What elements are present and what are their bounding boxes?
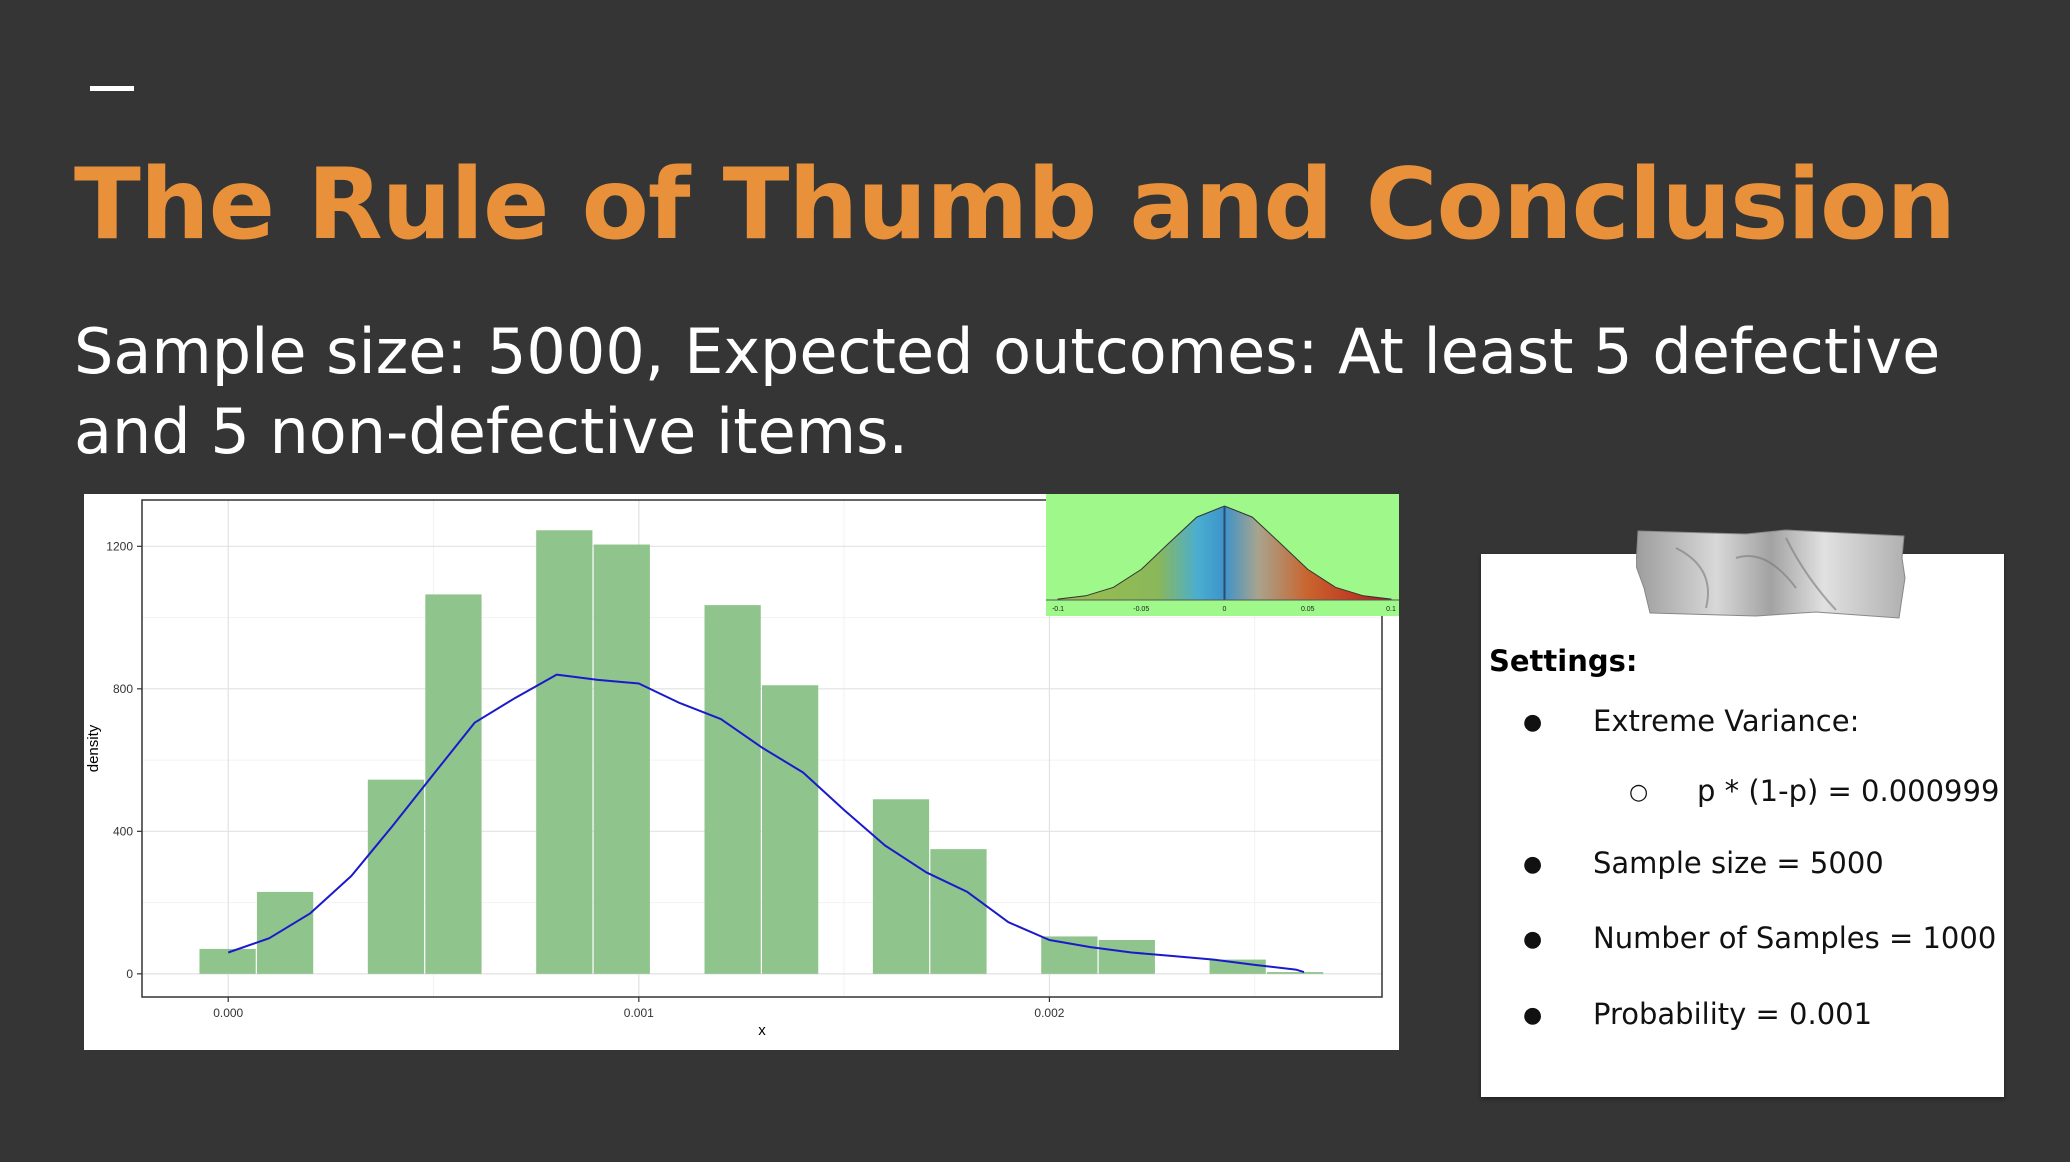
histogram-bar [704,605,761,974]
y-tick-label: 0 [126,967,133,981]
normal-curve-chart: -0.1 -0.05 0 0.05 0.1 [1046,505,1399,613]
histogram-bar [593,544,650,974]
y-tick-label: 1200 [106,539,133,553]
histogram-bar [536,530,593,974]
settings-list-item: Sample size = 5000 [1593,846,1884,880]
bullet-circle-icon: ○ [1629,780,1649,805]
x-tick-label: 0.000 [213,1006,243,1020]
x-axis-label: x [758,1022,766,1039]
inset-tick-label: 0 [1223,606,1227,613]
tape-decoration [1636,529,1906,619]
histogram-bar [872,799,930,974]
bullet-dot-icon: ● [1523,710,1543,735]
histogram-bar [425,594,482,974]
normal-curve-inset: -0.1 -0.05 0 0.05 0.1 [1046,494,1399,616]
histogram-bar [1267,972,1324,974]
bullet-dot-icon: ● [1523,927,1543,952]
histogram-bar [256,891,314,974]
histogram-bar [1098,939,1155,974]
histogram-bar [930,849,987,974]
settings-list-item: Extreme Variance: [1593,704,1860,738]
inset-tick-label: 0.05 [1301,606,1315,613]
settings-heading: Settings: [1489,644,1638,678]
title-dash-decoration [90,86,134,91]
histogram-bar [762,685,819,974]
settings-list-item: p * (1-p) = 0.000999 [1697,774,2000,808]
y-tick-label: 400 [113,824,133,838]
inset-tick-label: 0.1 [1386,606,1396,613]
x-tick-label: 0.001 [624,1006,654,1020]
histogram-bar [367,779,425,974]
settings-list-item: Number of Samples = 1000 [1593,921,1997,955]
y-tick-label: 800 [113,682,133,696]
histogram-bar [199,948,256,974]
settings-note-card: Settings: ● Extreme Variance: ○ p * (1-p) =… [1481,554,2004,1097]
plot-border [141,499,1383,998]
settings-list: ● Extreme Variance: ○ p * (1-p) = 0.000999 ●… [1481,554,2004,1097]
histogram-bar [1209,959,1266,974]
histogram-chart: 0.000 0.001 0.002 0 400 800 1200 x density [85,499,1383,1039]
slide-title: The Rule of Thumb and Conclusion [74,148,1956,262]
bullet-dot-icon: ● [1523,1003,1543,1028]
settings-list-item: Probability = 0.001 [1593,997,1873,1031]
slide-subtitle: Sample size: 5000, Expected outcomes: At… [74,315,1941,468]
x-tick-label: 0.002 [1034,1006,1064,1020]
bullet-dot-icon: ● [1523,852,1543,877]
inset-tick-label: -0.1 [1052,606,1064,613]
histogram-bar [1041,936,1098,974]
inset-tick-label: -0.05 [1133,606,1149,613]
y-axis-label: density [85,724,102,772]
density-curve-line [227,673,1305,974]
